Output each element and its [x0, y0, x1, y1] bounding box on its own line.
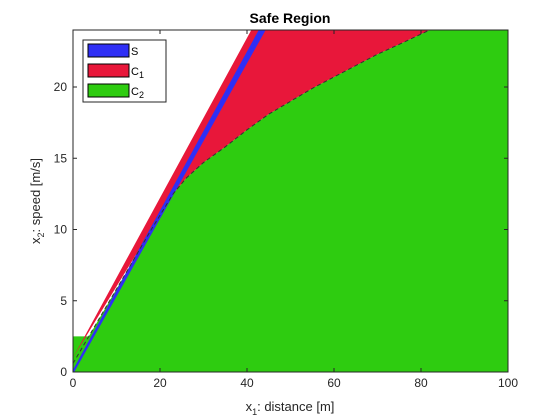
legend-swatch-s: [87, 43, 130, 58]
x-tick-label: 80: [414, 376, 428, 390]
x-tick-label: 60: [327, 376, 341, 390]
x-tick-label: 20: [153, 376, 167, 390]
legend-label-c1: C1: [131, 66, 144, 80]
series-c2-boundary-dashed: [73, 30, 430, 364]
y-tick-label: 0: [60, 365, 67, 379]
x-tick-label: 100: [498, 376, 518, 390]
x-tick-label: 40: [240, 376, 254, 390]
legend: S C1 C2: [82, 39, 167, 103]
y-tick-label: 20: [54, 80, 68, 94]
chart-title: Safe Region: [250, 10, 331, 26]
series-s-area: [73, 30, 266, 372]
legend-swatch-c2: [87, 83, 130, 98]
legend-label-c2: C2: [131, 86, 144, 100]
plot-frame: [72, 29, 509, 373]
x-tick-label: 0: [70, 376, 77, 390]
y-tick-label: 10: [54, 223, 68, 237]
legend-item-c2: C2: [87, 83, 144, 100]
y-axis-ticks: 0 5 10 15 20: [54, 80, 508, 379]
y-axis-label: x2: speed [m/s]: [28, 158, 46, 244]
plot-area: [73, 30, 508, 372]
series-c2-area: [73, 30, 508, 372]
y-tick-label: 15: [54, 151, 68, 165]
y-tick-label: 5: [60, 294, 67, 308]
series-c1-area: [73, 30, 430, 358]
x-axis-ticks: 0 20 40 60 80 100: [70, 30, 518, 390]
legend-item-s: S: [87, 43, 138, 58]
legend-label-s: S: [131, 46, 138, 58]
legend-swatch-c1: [87, 63, 130, 78]
x-axis-label: x1: distance [m]: [246, 399, 335, 417]
legend-item-c1: C1: [87, 63, 144, 80]
